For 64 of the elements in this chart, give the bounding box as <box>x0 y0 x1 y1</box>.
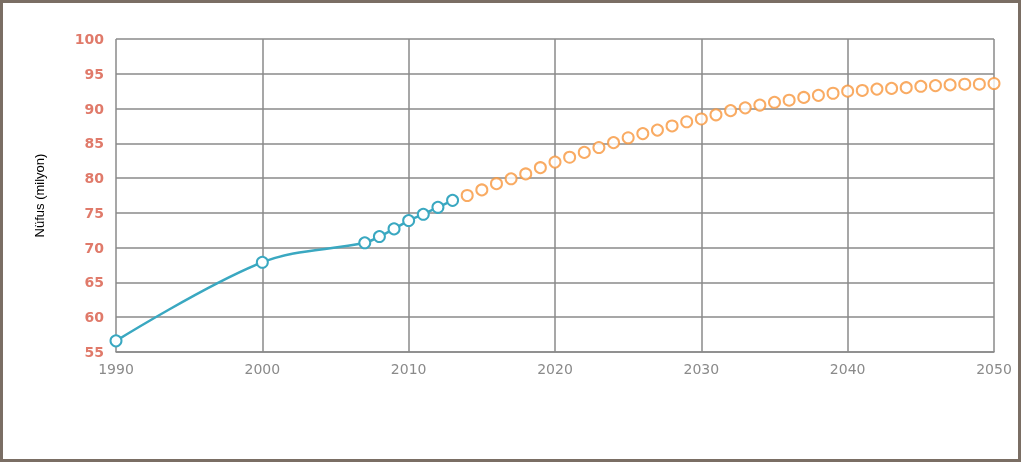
point <box>431 200 445 214</box>
y-tick-label: 100 <box>74 31 105 47</box>
point <box>782 93 796 107</box>
y-tick-label: 55 <box>84 344 104 360</box>
point <box>621 131 635 145</box>
point <box>811 88 825 102</box>
point <box>987 77 1001 91</box>
x-tick-label: 2040 <box>829 361 866 377</box>
point <box>943 78 957 92</box>
point <box>387 222 401 236</box>
x-tick-label: 2050 <box>976 361 1012 377</box>
point <box>928 79 942 93</box>
y-tick-label: 70 <box>84 239 105 256</box>
point <box>358 236 372 250</box>
point <box>446 193 460 207</box>
point <box>972 77 986 91</box>
point <box>958 77 972 91</box>
y-tick-label: 80 <box>84 170 105 187</box>
point <box>665 119 679 133</box>
y-tick-label: 65 <box>84 274 104 291</box>
x-tick-label: 2020 <box>537 361 573 377</box>
x-tick-label: 2010 <box>390 361 427 377</box>
point <box>372 230 386 244</box>
point <box>416 207 430 221</box>
point <box>709 108 723 122</box>
point <box>841 84 855 98</box>
point <box>475 183 489 197</box>
point <box>519 167 533 181</box>
point <box>563 150 577 164</box>
x-tick-label: 2000 <box>244 361 281 377</box>
y-tick-label: 60 <box>84 309 105 326</box>
x-tick-label: 2030 <box>683 361 720 377</box>
point <box>870 82 884 96</box>
point <box>753 98 767 112</box>
y-tick-label: 75 <box>84 204 104 221</box>
point <box>738 101 752 115</box>
x-tick-label: 1990 <box>98 361 134 377</box>
point <box>533 161 547 175</box>
y-tick-label: 90 <box>84 100 105 117</box>
point <box>489 177 503 191</box>
point <box>402 214 416 228</box>
point <box>577 145 591 159</box>
point <box>855 83 869 97</box>
point <box>548 155 562 169</box>
point <box>826 86 840 100</box>
y-axis-title: Nüfus (milyon) <box>32 153 47 238</box>
point <box>460 189 474 202</box>
y-tick-label: 85 <box>84 135 104 152</box>
point <box>607 136 621 150</box>
point <box>109 334 123 348</box>
point <box>724 104 738 118</box>
point <box>768 95 781 109</box>
point <box>797 90 811 104</box>
point <box>899 81 913 95</box>
point <box>680 115 694 129</box>
point <box>694 112 708 126</box>
point <box>914 79 928 93</box>
point <box>592 141 606 154</box>
point <box>636 127 650 141</box>
point <box>504 172 518 186</box>
point <box>650 123 664 137</box>
point <box>255 255 269 269</box>
point <box>885 81 899 95</box>
y-tick-label: 95 <box>84 65 104 82</box>
